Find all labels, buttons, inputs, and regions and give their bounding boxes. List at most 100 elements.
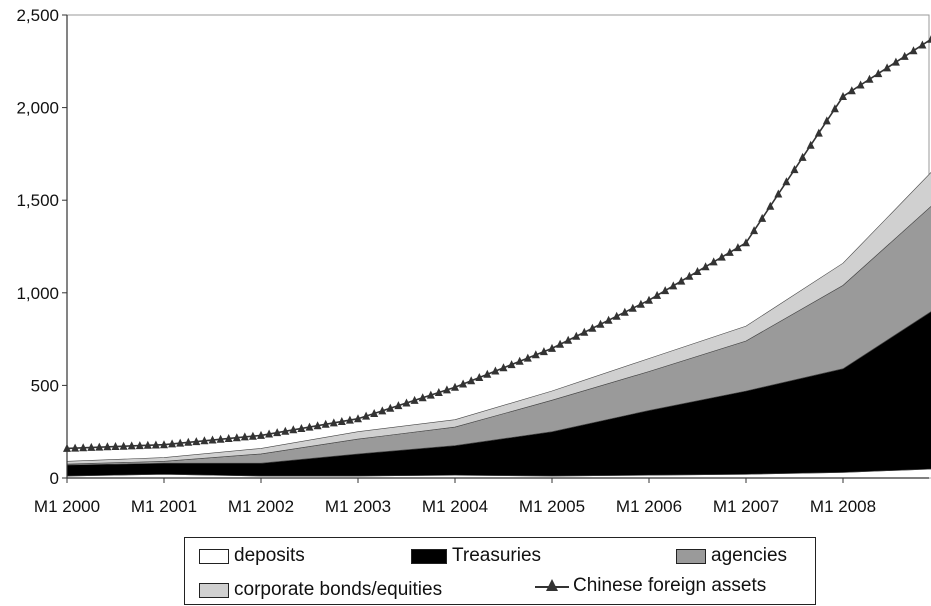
triangle-marker bbox=[806, 140, 815, 149]
triangle-marker bbox=[499, 363, 508, 372]
triangle-marker bbox=[491, 366, 500, 375]
y-tick-label: 1,500 bbox=[16, 191, 59, 210]
triangle-marker bbox=[459, 379, 468, 388]
triangle-marker bbox=[572, 331, 581, 340]
triangle-marker bbox=[814, 128, 823, 137]
legend-swatch-agencies bbox=[676, 548, 706, 564]
triangle-marker bbox=[628, 303, 637, 312]
triangle-marker bbox=[208, 435, 217, 444]
triangle-marker bbox=[151, 440, 160, 449]
triangle-marker bbox=[653, 290, 662, 299]
triangle-marker bbox=[402, 398, 411, 407]
x-tick-label: M1 2002 bbox=[228, 497, 294, 516]
y-tick-label: 0 bbox=[50, 469, 59, 488]
triangle-marker bbox=[830, 104, 839, 113]
legend-swatch-treasuries bbox=[411, 548, 447, 564]
triangle-marker bbox=[507, 360, 516, 369]
triangle-marker bbox=[200, 436, 209, 445]
triangle-marker bbox=[216, 434, 225, 443]
triangle-marker bbox=[240, 432, 249, 441]
x-tick-label: M1 2005 bbox=[519, 497, 585, 516]
triangle-marker bbox=[709, 257, 718, 266]
triangle-marker bbox=[580, 327, 589, 336]
triangle-marker bbox=[874, 69, 883, 78]
triangle-marker bbox=[883, 63, 892, 72]
triangle-marker bbox=[515, 356, 524, 365]
y-tick-label: 2,000 bbox=[16, 99, 59, 118]
triangle-marker bbox=[604, 315, 613, 324]
triangle-marker bbox=[281, 426, 290, 435]
triangle-marker bbox=[362, 411, 371, 420]
triangle-marker bbox=[71, 443, 80, 452]
triangle-marker bbox=[774, 189, 783, 198]
y-tick-label: 1,000 bbox=[16, 284, 59, 303]
y-tick-label: 2,500 bbox=[16, 6, 59, 25]
triangle-marker bbox=[742, 238, 750, 247]
legend-item-deposits: deposits bbox=[199, 545, 305, 567]
triangle-marker bbox=[798, 152, 807, 161]
triangle-marker bbox=[354, 414, 362, 423]
triangle-marker bbox=[556, 339, 565, 348]
triangle-marker bbox=[168, 439, 177, 448]
legend-swatch-deposits bbox=[199, 548, 229, 564]
triangle-marker bbox=[434, 388, 443, 396]
legend-label-deposits: deposits bbox=[234, 545, 305, 566]
triangle-marker bbox=[103, 442, 112, 451]
legend-label-treasuries: Treasuries bbox=[452, 545, 542, 566]
triangle-marker bbox=[95, 442, 104, 451]
triangle-marker bbox=[596, 319, 605, 328]
triangle-marker bbox=[111, 442, 120, 450]
triangle-marker bbox=[184, 437, 193, 446]
triangle-marker bbox=[865, 74, 874, 83]
area-corporate-bonds-equities bbox=[66, 172, 931, 465]
triangle-marker bbox=[305, 422, 314, 431]
triangle-marker bbox=[265, 429, 274, 438]
triangle-marker bbox=[918, 40, 927, 49]
line-series bbox=[63, 35, 931, 452]
triangle-marker bbox=[766, 201, 775, 210]
triangle-marker bbox=[677, 276, 686, 285]
triangle-marker bbox=[909, 46, 918, 55]
triangle-marker bbox=[661, 286, 670, 295]
triangle-marker bbox=[87, 442, 96, 451]
triangle-marker bbox=[636, 299, 645, 308]
x-tick-label: M1 2003 bbox=[325, 497, 391, 516]
triangle-marker bbox=[370, 409, 379, 417]
triangle-marker bbox=[273, 428, 282, 437]
triangle-marker bbox=[394, 401, 403, 410]
triangle-marker bbox=[451, 382, 459, 391]
triangle-marker bbox=[927, 35, 931, 43]
legend-label-chinese-foreign-assets: Chinese foreign assets bbox=[573, 575, 767, 596]
triangle-marker bbox=[248, 431, 257, 440]
triangle-marker-icon bbox=[535, 578, 569, 594]
triangle-marker bbox=[426, 390, 435, 399]
triangle-marker bbox=[410, 395, 419, 404]
legend-label-agencies: agencies bbox=[711, 545, 788, 566]
triangle-marker bbox=[539, 347, 548, 356]
legend-swatch-corporate-bonds bbox=[199, 582, 229, 598]
triangle-marker bbox=[717, 252, 726, 261]
triangle-marker bbox=[378, 406, 387, 415]
triangle-marker bbox=[750, 226, 759, 235]
triangle-marker bbox=[289, 425, 298, 434]
triangle-marker bbox=[790, 165, 799, 174]
triangle-marker bbox=[127, 441, 136, 450]
triangle-marker bbox=[523, 353, 532, 362]
triangle-marker bbox=[645, 295, 653, 304]
x-axis: M1 2000 M1 2001 M1 2002 M1 2003 M1 2004 M1 20… bbox=[34, 477, 929, 516]
legend: deposits Treasuries agencies corporate b… bbox=[184, 537, 816, 605]
triangle-marker bbox=[321, 419, 330, 428]
y-axis: 0 500 1,000 1,500 2,000 2,500 bbox=[16, 6, 68, 488]
triangle-marker bbox=[548, 343, 556, 352]
triangle-marker bbox=[232, 433, 241, 442]
triangle-marker bbox=[782, 177, 791, 186]
triangle-marker bbox=[143, 440, 152, 449]
legend-item-corporate-bonds: corporate bonds/equities bbox=[199, 579, 442, 601]
legend-item-agencies: agencies bbox=[676, 545, 787, 567]
triangle-marker bbox=[900, 51, 909, 60]
triangle-marker bbox=[418, 393, 427, 402]
triangle-marker bbox=[612, 311, 621, 320]
triangle-marker bbox=[701, 262, 710, 271]
triangle-marker bbox=[531, 350, 540, 359]
x-tick-label: M1 2008 bbox=[810, 497, 876, 516]
